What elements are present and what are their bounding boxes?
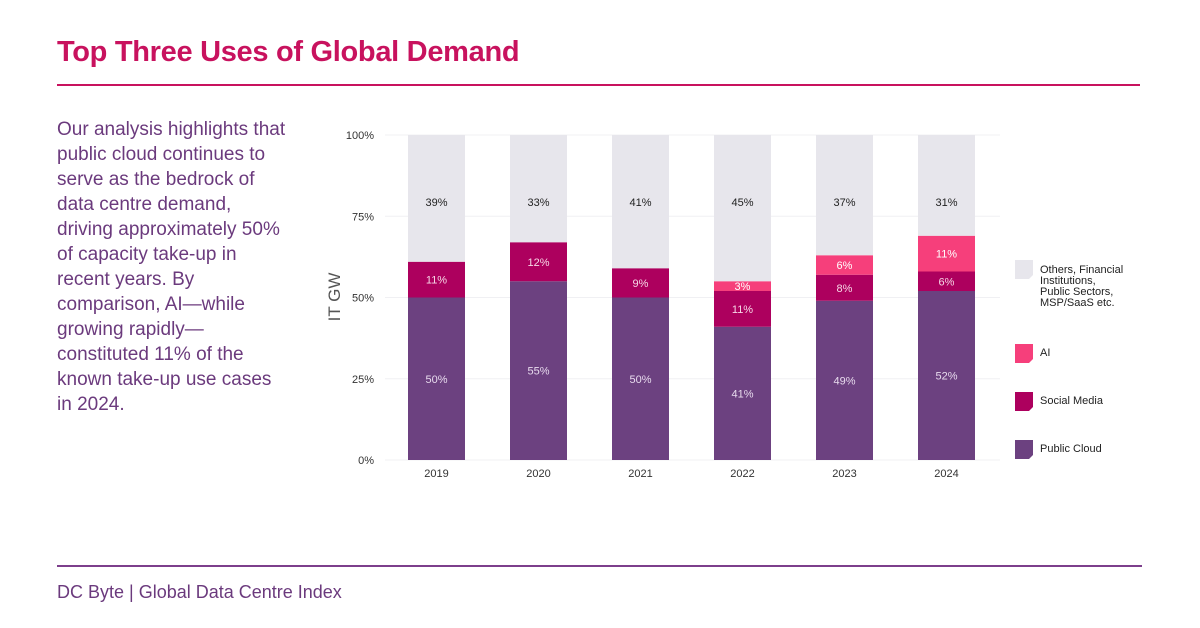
- legend-swatch-icon: [1015, 260, 1033, 279]
- bar-segment: [408, 135, 465, 262]
- bar-segment: [714, 135, 771, 282]
- data-label: 39%: [425, 197, 447, 209]
- page-title: Top Three Uses of Global Demand: [57, 36, 520, 68]
- x-tick-label: 2020: [526, 468, 550, 480]
- legend-swatch-icon: [1015, 392, 1033, 411]
- bar-segment: [816, 274, 873, 301]
- bar-segment: [816, 255, 873, 275]
- bar-segment: [714, 281, 771, 291]
- data-label: 3%: [735, 281, 751, 293]
- data-label: 12%: [527, 257, 549, 269]
- bar-segment: [918, 291, 975, 460]
- bar-segment: [612, 268, 669, 298]
- legend-label: Public Cloud: [1040, 443, 1102, 455]
- bar-segment: [714, 291, 771, 327]
- y-tick-label: 100%: [346, 130, 374, 142]
- data-label: 6%: [939, 276, 955, 288]
- bar-segment: [714, 326, 771, 460]
- data-label: 37%: [833, 197, 855, 209]
- legend-swatch-icon: [1015, 344, 1033, 363]
- data-label: 31%: [935, 197, 957, 209]
- legend-swatch-icon: [1015, 440, 1033, 459]
- data-label: 11%: [936, 249, 957, 261]
- bar-segment: [816, 300, 873, 460]
- data-label: 11%: [426, 275, 447, 287]
- data-label: 45%: [731, 197, 753, 209]
- legend-label: AI: [1040, 347, 1050, 359]
- bar-segment: [612, 297, 669, 460]
- x-tick-label: 2019: [424, 468, 448, 480]
- bar-segment: [510, 242, 567, 282]
- data-label: 33%: [527, 197, 549, 209]
- y-tick-label: 25%: [352, 374, 374, 386]
- data-label: 52%: [935, 371, 957, 383]
- data-label: 41%: [629, 197, 651, 209]
- x-tick-label: 2023: [832, 468, 856, 480]
- y-tick-label: 75%: [352, 211, 374, 223]
- data-label: 11%: [732, 304, 753, 316]
- data-label: 41%: [731, 388, 753, 400]
- data-label: 55%: [527, 366, 549, 378]
- bar-segment: [408, 261, 465, 298]
- source-footer: DC Byte | Global Data Centre Index: [57, 582, 342, 602]
- footer-divider: [57, 565, 1142, 567]
- bar-segment: [816, 135, 873, 256]
- bar-segment: [612, 135, 669, 269]
- x-tick-label: 2024: [934, 468, 958, 480]
- data-label: 6%: [837, 260, 853, 272]
- x-tick-label: 2022: [730, 468, 754, 480]
- y-tick-label: 0%: [358, 455, 374, 467]
- data-label: 9%: [633, 278, 649, 290]
- bar-segment: [510, 281, 567, 460]
- y-axis-label: IT GW: [325, 273, 344, 322]
- bar-segment: [918, 235, 975, 272]
- legend-label: Social Media: [1040, 395, 1104, 407]
- data-label: 49%: [833, 375, 855, 387]
- bar-segment: [918, 271, 975, 291]
- description-text: Our analysis highlights that public clou…: [57, 119, 286, 415]
- y-tick-label: 50%: [352, 293, 374, 305]
- x-tick-label: 2021: [628, 468, 652, 480]
- title-divider: [57, 84, 1140, 86]
- data-label: 8%: [837, 283, 853, 295]
- data-label: 50%: [425, 374, 447, 386]
- legend-label: Others, Financial Institutions, Public Sec…: [1040, 264, 1123, 309]
- data-label: 50%: [629, 374, 651, 386]
- bar-segment: [510, 135, 567, 243]
- bar-segment: [918, 135, 975, 236]
- bar-segment: [408, 297, 465, 460]
